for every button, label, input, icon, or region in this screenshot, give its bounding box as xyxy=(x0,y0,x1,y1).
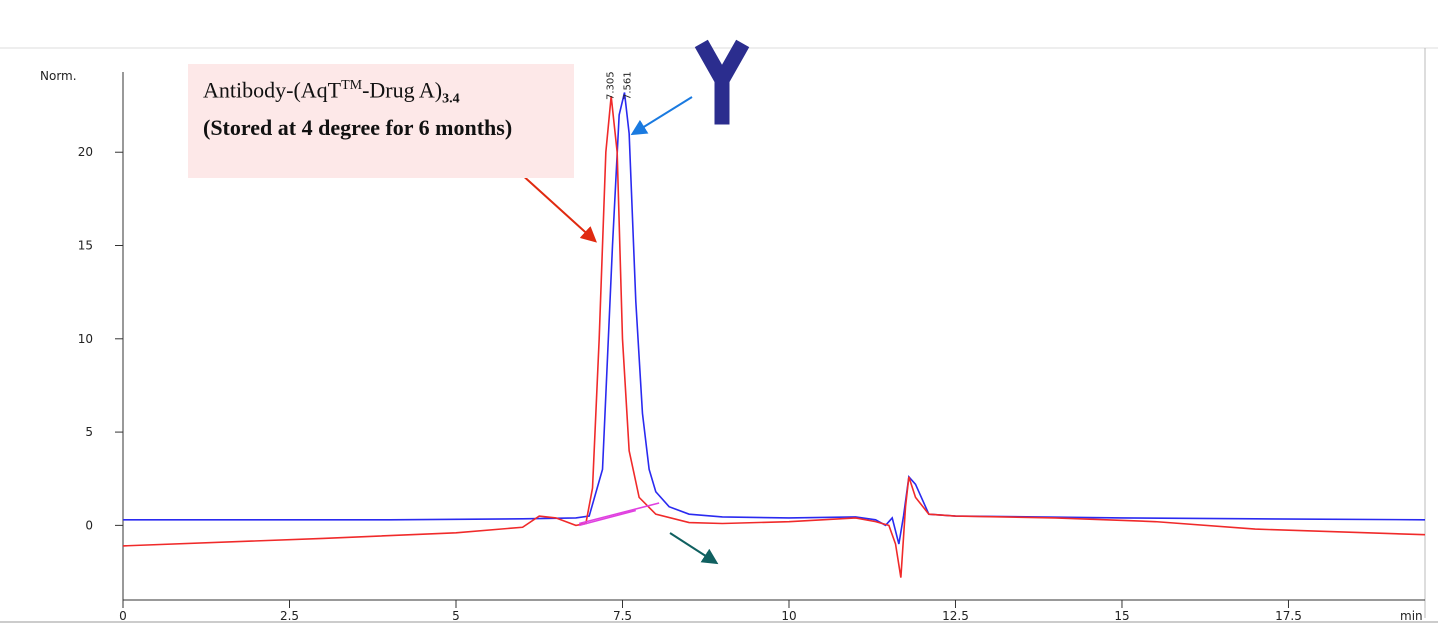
y-tick-label: 0 xyxy=(85,518,93,532)
y-tick-label: 15 xyxy=(78,239,93,253)
y-tick-label: 5 xyxy=(85,425,93,439)
y-axis-label: Norm. xyxy=(40,69,77,83)
x-axis-label: min xyxy=(1400,609,1423,623)
annotation-bold: (Stored at 4 degree for 6 months) xyxy=(203,114,513,140)
x-tick-label: 5 xyxy=(452,609,460,623)
x-tick-label: 17.5 xyxy=(1275,609,1302,623)
x-tick-label: 0 xyxy=(119,609,127,623)
y-tick-label: 10 xyxy=(78,332,93,346)
antibody-icon xyxy=(694,39,750,125)
trace xyxy=(122,96,1426,578)
arrow xyxy=(630,96,693,136)
x-tick-label: 12.5 xyxy=(942,609,969,623)
trace xyxy=(578,509,637,527)
peak-label: 7.305 xyxy=(606,71,617,100)
annotation-sub: 3.4 xyxy=(442,91,460,107)
y-tick-label: 20 xyxy=(78,145,93,159)
arrow xyxy=(669,532,719,565)
annotation-text: Antibody-(AqT xyxy=(203,77,342,103)
trace xyxy=(123,92,1426,545)
peak-label: 7.561 xyxy=(623,71,634,100)
x-tick-label: 10 xyxy=(781,609,796,623)
annotation-sup: TM xyxy=(341,78,363,93)
x-tick-label: 2.5 xyxy=(280,609,299,623)
x-tick-label: 7.5 xyxy=(613,609,632,623)
trace xyxy=(579,502,660,525)
annotation-text: -Drug A) xyxy=(362,77,443,103)
x-tick-label: 15 xyxy=(1114,609,1129,623)
annotation: Antibody-(AqTTM-Drug A)3.4 (Stored at 4 … xyxy=(188,64,574,178)
